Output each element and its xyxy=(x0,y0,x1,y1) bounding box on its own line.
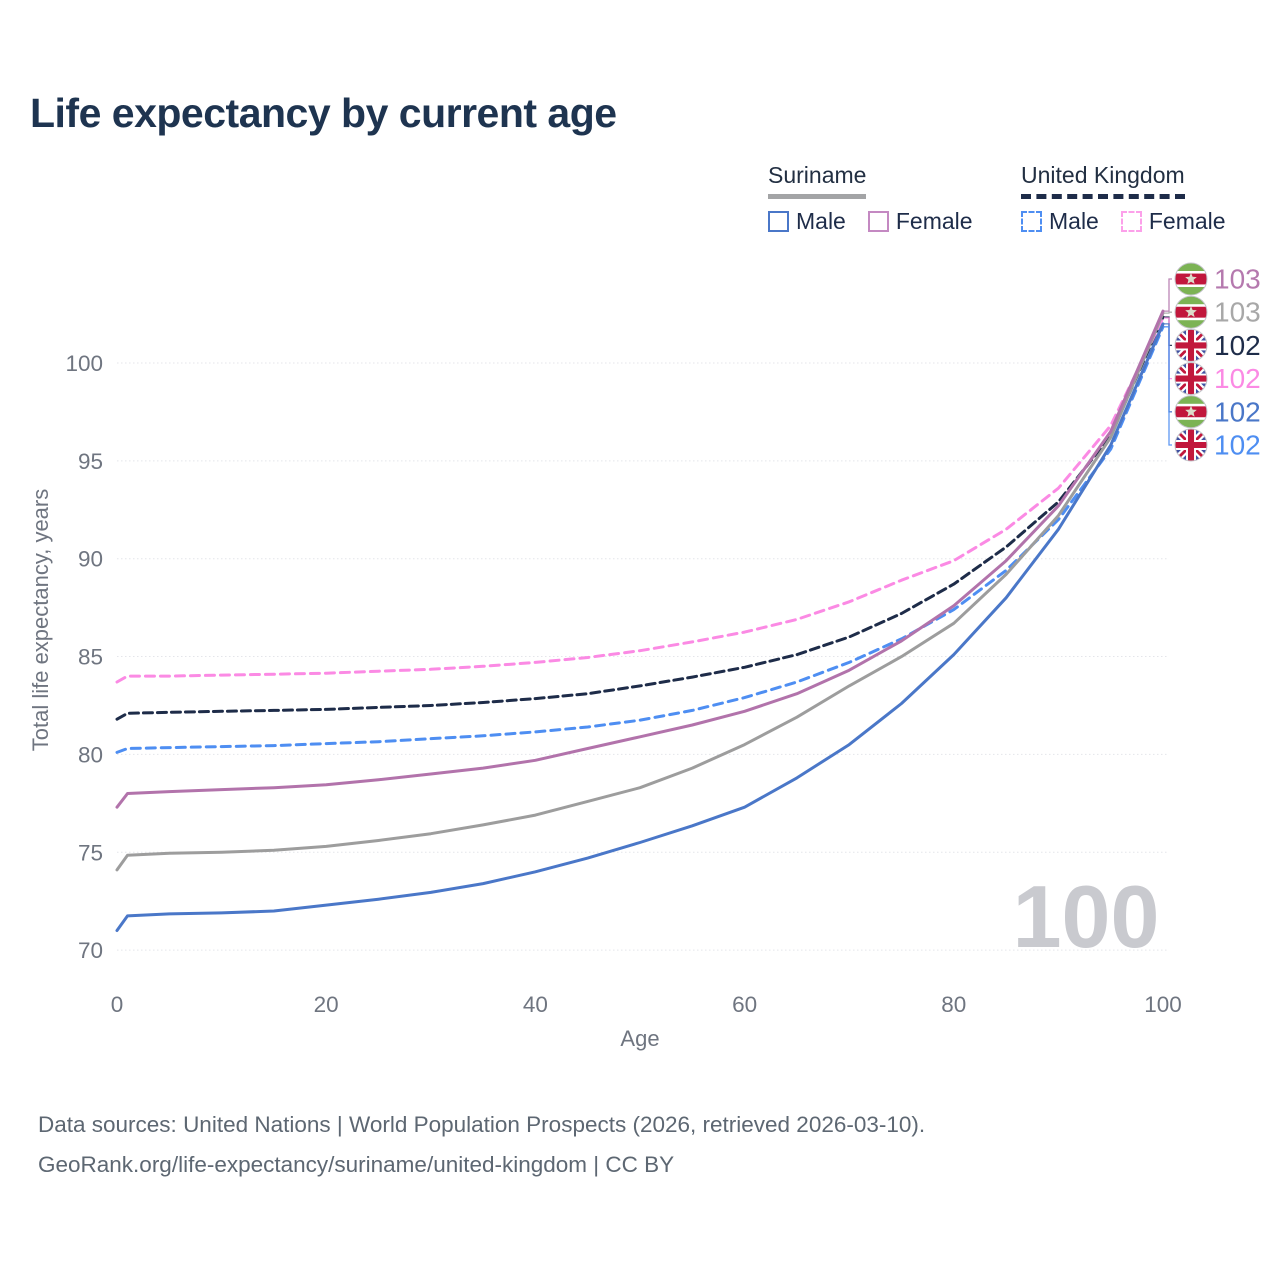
uk-flag-icon xyxy=(1174,328,1208,362)
x-tick-80: 80 xyxy=(941,992,966,1017)
end-value-label: 102 xyxy=(1214,396,1261,427)
suriname-male-swatch-icon xyxy=(768,211,789,232)
x-tick-60: 60 xyxy=(732,992,757,1017)
leader-line xyxy=(1164,278,1172,312)
y-axis-title: Total life expectancy, years xyxy=(28,489,53,752)
x-axis-title: Age xyxy=(620,1026,659,1051)
end-label-uk_male: 102 xyxy=(1164,326,1261,462)
end-label-uk_total: 102 xyxy=(1164,316,1261,362)
leader-line xyxy=(1164,326,1172,446)
series-line-suriname_male[interactable] xyxy=(115,322,1165,932)
legend-item-suriname-female[interactable]: Female xyxy=(867,208,973,235)
series-line-suriname_female[interactable] xyxy=(115,309,1165,809)
uk-female-swatch-icon xyxy=(1120,211,1142,232)
suriname-flag-icon xyxy=(1174,295,1208,329)
legend-group-united-kingdom: United Kingdom Male Female xyxy=(1021,162,1248,235)
series-line-suriname_total[interactable] xyxy=(115,311,1165,872)
y-tick-70: 70 xyxy=(78,938,103,963)
uk-male-swatch-icon xyxy=(1021,211,1042,232)
leader-line xyxy=(1164,311,1172,314)
legend-item-uk-female[interactable]: Female xyxy=(1120,208,1226,235)
series-line-uk_female[interactable] xyxy=(115,316,1165,684)
end-value-label: 102 xyxy=(1214,430,1261,461)
end-label-uk_female: 102 xyxy=(1164,317,1261,396)
legend-group-title-united-kingdom: United Kingdom xyxy=(1021,162,1185,199)
legend-group-suriname: Suriname Male Female xyxy=(768,162,995,235)
x-tick-40: 40 xyxy=(523,992,548,1017)
life-expectancy-line-chart[interactable]: 70 75 80 85 90 95 100 0 20 40 60 80 100 Age Total life… xyxy=(0,250,1280,1080)
footer-url-line: GeoRank.org/life-expectancy/suriname/uni… xyxy=(38,1152,675,1177)
leader-line xyxy=(1164,323,1172,413)
y-tick-100: 100 xyxy=(65,351,103,376)
uk-flag-icon xyxy=(1174,362,1208,396)
end-label-suriname_male: 102 xyxy=(1164,323,1261,429)
suriname-flag-icon xyxy=(1174,395,1208,429)
x-tick-0: 0 xyxy=(111,992,124,1017)
end-label-suriname_female: 103 xyxy=(1164,262,1261,312)
end-value-label: 103 xyxy=(1214,264,1261,295)
y-tick-95: 95 xyxy=(78,449,103,474)
age-cursor-watermark: 100 xyxy=(1013,867,1160,966)
end-value-label: 102 xyxy=(1214,330,1261,361)
y-tick-75: 75 xyxy=(78,840,103,865)
suriname-female-swatch-icon xyxy=(867,211,889,232)
legend-group-title-suriname: Suriname xyxy=(768,162,867,199)
legend-item-uk-male[interactable]: Male xyxy=(1021,208,1099,235)
x-tick-20: 20 xyxy=(314,992,339,1017)
end-value-label: 103 xyxy=(1214,297,1261,328)
series-line-uk_male[interactable] xyxy=(115,325,1165,754)
series-line-uk_total[interactable] xyxy=(115,315,1165,721)
end-value-label: 102 xyxy=(1214,363,1261,394)
footer-sources-line: Data sources: United Nations | World Pop… xyxy=(38,1112,926,1137)
suriname-flag-icon xyxy=(1174,262,1208,296)
data-sources-footer: Data sources: United Nations | World Pop… xyxy=(38,1105,925,1185)
uk-flag-icon xyxy=(1174,428,1208,462)
y-tick-80: 80 xyxy=(78,742,103,767)
legend-item-suriname-male[interactable]: Male xyxy=(768,208,846,235)
chart-legend: Suriname Male Female United Kingdom Male… xyxy=(0,162,1280,242)
end-label-suriname_total: 103 xyxy=(1164,295,1261,329)
y-tick-90: 90 xyxy=(78,547,103,572)
leader-line xyxy=(1164,316,1172,347)
y-tick-85: 85 xyxy=(78,645,103,670)
x-tick-100: 100 xyxy=(1144,992,1182,1017)
page-title: Life expectancy by current age xyxy=(30,90,617,136)
